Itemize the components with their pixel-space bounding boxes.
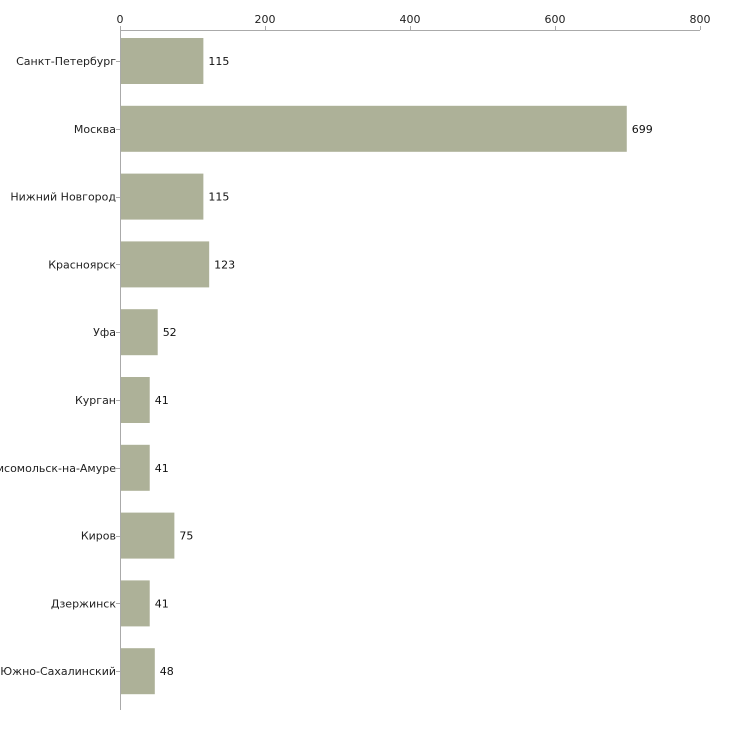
axis-layer: 0 200 400 600 800 xyxy=(116,13,711,710)
x-tick-label: 400 xyxy=(400,13,421,26)
value-label: 41 xyxy=(155,597,169,610)
bar xyxy=(121,580,150,627)
label-layer: Санкт-Петербург 115 Москва 699 Нижний Новгор… xyxy=(0,55,653,678)
category-label: Дзержинск xyxy=(51,597,116,610)
category-label: Южно-Сахалинский xyxy=(0,665,116,678)
value-label: 123 xyxy=(214,258,235,271)
category-label: Санкт-Петербург xyxy=(16,55,116,68)
value-label: 115 xyxy=(208,191,229,204)
x-tick-label: 0 xyxy=(117,13,124,26)
x-tick-label: 200 xyxy=(255,13,276,26)
value-label: 48 xyxy=(160,665,174,678)
bar xyxy=(121,444,150,491)
category-label: Киров xyxy=(81,530,116,543)
category-label: Курган xyxy=(75,394,116,407)
bar xyxy=(121,648,155,695)
category-label: Красноярск xyxy=(48,258,116,271)
value-label: 699 xyxy=(632,123,653,136)
x-tick-label: 800 xyxy=(690,13,711,26)
bar xyxy=(121,512,175,559)
value-label: 52 xyxy=(163,326,177,339)
bar xyxy=(121,38,204,84)
value-label: 115 xyxy=(208,55,229,68)
value-label: 41 xyxy=(155,394,169,407)
bar xyxy=(121,241,210,288)
value-label: 75 xyxy=(179,530,193,543)
bar-layer xyxy=(121,38,627,695)
bar xyxy=(121,309,158,356)
category-label: Комсомольск-на-Амуре xyxy=(0,462,116,475)
category-label: Москва xyxy=(74,123,116,136)
value-label: 41 xyxy=(155,462,169,475)
bar xyxy=(121,173,204,220)
bar xyxy=(121,377,150,423)
category-label: Уфа xyxy=(93,326,116,339)
x-tick-label: 600 xyxy=(545,13,566,26)
category-label: Нижний Новгород xyxy=(10,191,116,204)
bar xyxy=(121,105,627,152)
